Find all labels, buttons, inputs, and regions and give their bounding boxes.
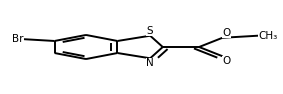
- Text: O: O: [222, 28, 231, 38]
- Text: S: S: [147, 26, 153, 36]
- Text: O: O: [222, 56, 231, 66]
- Text: CH₃: CH₃: [258, 31, 278, 41]
- Text: N: N: [146, 58, 154, 68]
- Text: Br: Br: [12, 34, 23, 44]
